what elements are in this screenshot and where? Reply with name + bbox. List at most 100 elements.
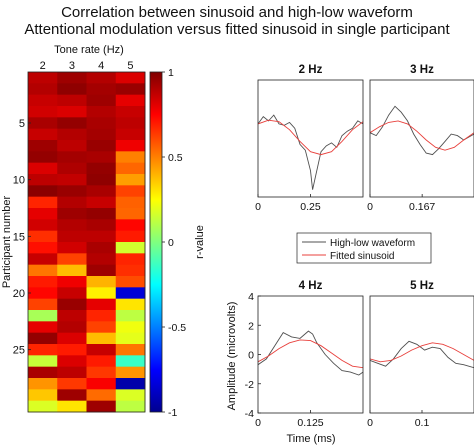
heatmap-y-tick: 10 (13, 175, 25, 187)
heatmap-cell (57, 117, 87, 130)
heatmap-cell (86, 298, 117, 311)
high-low-waveform-line (370, 340, 474, 369)
heatmap-cell (57, 219, 87, 232)
heatmap-cell (28, 83, 58, 96)
fitted-sinusoid-line (370, 120, 474, 151)
y-tick: 2 (248, 320, 254, 332)
heatmap-x-tick: 4 (98, 60, 104, 72)
heatmap-cell (57, 378, 87, 390)
heatmap-cell (115, 94, 146, 107)
heatmap-y-ticks: 5 10 15 20 25 (13, 118, 31, 357)
y-tick: -2 (245, 379, 254, 391)
heatmap-cell (115, 106, 146, 118)
legend-label-waveform: High-low waveform (330, 238, 415, 249)
x-tick: 0 (255, 417, 261, 429)
colorbar-label: r-value (194, 225, 206, 259)
heatmap-cell (115, 276, 146, 288)
panel-4hz: 4 Hz 0 0.125 4 2 0 -2 -4 (245, 280, 364, 429)
x-tick: 0.25 (300, 201, 321, 213)
heatmap-cell (86, 117, 117, 130)
heatmap-cell (57, 332, 87, 345)
heatmap-cell (57, 174, 87, 186)
heatmap-cell (57, 208, 87, 220)
heatmap-cell (57, 389, 87, 402)
heatmap-cell (28, 230, 58, 243)
heatmap-x-tick: 2 (40, 60, 46, 72)
heatmap-cell (86, 253, 117, 266)
heatmap-cell (28, 94, 58, 107)
x-tick: 0.1 (415, 417, 430, 429)
heatmap-cell (86, 151, 117, 164)
fitted-sinusoid-line (258, 339, 363, 369)
heatmap-cell (28, 106, 58, 118)
heatmap-cell (57, 321, 87, 334)
heatmap-cell (115, 287, 146, 300)
heatmap-cell (28, 332, 58, 345)
figure-subtitle: Attentional modulation versus fitted sin… (24, 21, 450, 38)
heatmap-cell (28, 151, 58, 164)
heatmap-cell (115, 310, 146, 322)
heatmap-cell (57, 185, 87, 198)
heatmap-cell (115, 400, 146, 413)
colorbar-gradient (149, 71, 163, 413)
heatmap-cell (86, 128, 117, 141)
heatmap-cell (57, 140, 87, 152)
heatmap-cell (57, 298, 87, 311)
heatmap-cell (28, 400, 58, 413)
colorbar-tick: -1 (168, 407, 177, 419)
heatmap-y-axis-title: Participant number (1, 196, 13, 289)
heatmap-cell (115, 355, 146, 368)
y-tick: -4 (245, 408, 254, 420)
heatmap-cell (57, 366, 87, 379)
heatmap-cell (28, 287, 58, 300)
heatmap-cell (86, 310, 117, 322)
heatmap-cell (115, 332, 146, 345)
panel-2hz: 2 Hz 0 0.25 (255, 64, 364, 213)
heatmap-cell (28, 174, 58, 186)
heatmap-cell (86, 72, 117, 84)
heatmap-y-tick: 20 (13, 288, 25, 300)
heatmap-cell (86, 287, 117, 300)
heatmap-cells (28, 72, 146, 413)
colorbar: 1 0.5 0 -0.5 -1 r-value (149, 67, 206, 419)
heatmap-cell (28, 117, 58, 130)
panel-title: 3 Hz (410, 64, 434, 76)
heatmap-cell (115, 140, 146, 152)
heatmap-cell (28, 355, 58, 368)
colorbar-tick: 1 (168, 67, 174, 79)
colorbar-tick: 0.5 (168, 152, 183, 164)
panel-frame (257, 295, 364, 414)
panel-title: 2 Hz (299, 64, 323, 76)
heatmap-cell (28, 276, 58, 288)
x-tick: 0 (367, 417, 373, 429)
heatmap-y-tick: 5 (19, 118, 25, 130)
heatmap-y-tick: 25 (13, 345, 25, 357)
heatmap-cell (28, 196, 58, 209)
heatmap-cell (28, 140, 58, 152)
heatmap-cell (57, 344, 87, 356)
heatmap-cell (57, 355, 87, 368)
heatmap-x-tick: 3 (69, 60, 75, 72)
heatmap-cell (28, 219, 58, 232)
legend-label-sinusoid: Fitted sinusoid (330, 251, 394, 262)
fitted-sinusoid-line (370, 342, 474, 363)
heatmap-cell (57, 230, 87, 243)
heatmap-cell (28, 128, 58, 141)
heatmap-cell (115, 128, 146, 141)
figure-title: Correlation between sinusoid and high-lo… (61, 4, 413, 21)
x-tick: 0 (367, 201, 373, 213)
heatmap-cell (28, 366, 58, 379)
heatmap-cell (57, 196, 87, 209)
heatmap-cell (86, 344, 117, 356)
heatmap-cell (115, 72, 146, 84)
time-axis-title: Time (ms) (286, 433, 335, 445)
heatmap-cell (28, 378, 58, 390)
heatmap-cell (115, 208, 146, 220)
heatmap-cell (57, 162, 87, 175)
panel-title: 4 Hz (299, 280, 323, 292)
heatmap-cell (57, 310, 87, 322)
heatmap-cell (28, 344, 58, 356)
amplitude-axis-title: Amplitude (microvolts) (226, 302, 238, 411)
heatmap-cell (57, 83, 87, 96)
heatmap-cell (86, 219, 117, 232)
